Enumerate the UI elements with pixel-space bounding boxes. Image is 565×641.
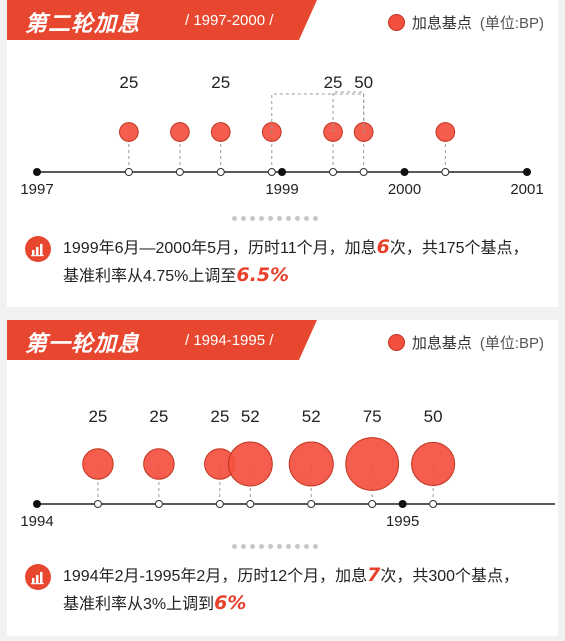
title-band-shape — [7, 320, 317, 360]
year-tick-label: 1994 — [20, 513, 53, 530]
year-tick-dot — [523, 168, 531, 176]
rate-hike-panel-1994-1995: 第一轮加息 / 1994-1995 / 加息基点 (单位:BP) 1994 199… — [7, 320, 558, 636]
year-tick-label: 1995 — [386, 513, 419, 530]
rate-hike-bubble — [119, 122, 139, 142]
hike-count: 6 — [376, 236, 390, 258]
bubble-value-label: 25 — [149, 407, 168, 426]
panel-title: 第一轮加息 — [25, 332, 141, 357]
event-marker — [215, 500, 224, 508]
panel-title-band: 第二轮加息 / 1997-2000 / — [7, 0, 327, 40]
legend-label: 加息基点 — [411, 15, 472, 32]
legend-unit: (单位:BP) — [479, 15, 544, 32]
bubble-value-label: 50 — [424, 407, 443, 426]
panel-title: 第二轮加息 — [25, 12, 141, 37]
summary-line-1: 1994年2月-1995年2月，历时12个月，加息7次，共300个基点， — [63, 562, 519, 586]
legend: 加息基点 (单位:BP) — [387, 332, 544, 353]
summary-text: 基准利率从3%上调到 — [63, 596, 215, 613]
year-tick-dot — [33, 168, 41, 176]
final-rate: 6.5% — [236, 264, 290, 286]
year-tick-dot — [398, 500, 407, 508]
summary-line-2: 基准利率从4.75%上调至6.5% — [63, 262, 289, 286]
timeline-chart-1994-1995: 1994 1995 25 25 25 52 52 75 50 — [20, 407, 555, 530]
summary-text: 1994年2月-1995年2月，历时12个月，加息 — [63, 568, 368, 585]
rate-hike-bubble — [210, 122, 231, 142]
bubble-value-label: 52 — [241, 407, 260, 426]
year-tick-label: 1999 — [265, 181, 298, 198]
legend-label: 加息基点 — [411, 335, 472, 352]
rate-hike-bubble — [345, 437, 400, 491]
event-marker — [429, 500, 438, 508]
rate-hike-bubble — [170, 122, 190, 142]
bubble-value-label: 52 — [302, 407, 321, 426]
panel-subtitle: / 1997-2000 / — [185, 12, 274, 29]
final-rate: 6% — [214, 592, 247, 614]
event-marker — [359, 168, 368, 176]
event-marker — [93, 500, 102, 508]
summary-text: 基准利率从4.75%上调至 — [63, 268, 237, 285]
dotted-separator — [232, 544, 322, 549]
event-marker — [441, 168, 450, 176]
rate-hike-bubble — [143, 448, 175, 480]
bubble-value-label: 25 — [210, 407, 229, 426]
event-marker — [307, 500, 316, 508]
legend-unit: (单位:BP) — [479, 335, 544, 352]
year-tick-dot — [400, 168, 409, 176]
legend: 加息基点 (单位:BP) — [387, 12, 544, 33]
panel-title-band: 第一轮加息 / 1994-1995 / — [7, 320, 327, 360]
summary-line-1: 1999年6月—2000年5月，历时11个月，加息6次，共175个基点， — [63, 234, 529, 258]
event-marker — [124, 168, 133, 176]
year-tick-label: 2001 — [510, 181, 543, 198]
rate-hike-panel-1997-2000: 第二轮加息 / 1997-2000 / 加息基点 (单位:BP) 1997 199… — [7, 0, 558, 307]
rate-hike-bubble — [227, 441, 273, 487]
rate-hike-bubble — [288, 441, 334, 487]
year-tick-dot — [278, 168, 286, 176]
summary-text: 1999年6月—2000年5月，历时11个月，加息 — [63, 240, 377, 257]
event-marker — [329, 168, 338, 176]
legend-bubble-icon — [387, 14, 405, 31]
bubble-value-label: 75 — [363, 407, 382, 426]
year-tick-dot — [33, 500, 41, 508]
hike-count: 7 — [367, 564, 381, 586]
year-tick-label: 2000 — [388, 181, 421, 198]
rate-hike-bubble — [411, 441, 456, 487]
bubble-value-label: 25 — [324, 73, 343, 92]
title-band-shape — [7, 0, 317, 40]
panel-subtitle: / 1994-1995 / — [185, 332, 274, 349]
event-marker — [267, 168, 276, 176]
dotted-separator — [232, 216, 322, 221]
rate-hike-bubble — [82, 448, 114, 480]
event-marker — [154, 500, 163, 508]
event-marker — [175, 168, 184, 176]
bar-chart-icon — [25, 564, 51, 590]
summary-text: 次，共300个基点， — [380, 568, 520, 585]
event-marker — [216, 168, 225, 176]
event-marker — [368, 500, 377, 508]
event-marker — [246, 500, 255, 508]
legend-bubble-icon — [387, 334, 405, 351]
group-bracket — [332, 91, 365, 132]
rate-hike-bubble — [435, 122, 456, 142]
summary-text: 次，共175个基点， — [389, 240, 529, 257]
timeline-chart-1997-2000: 1997 1999 2000 2001 25 25 25 50 — [20, 73, 543, 198]
bar-chart-icon — [25, 236, 51, 262]
bubble-value-label: 25 — [88, 407, 107, 426]
bubble-value-label: 25 — [119, 73, 138, 92]
bubble-value-label: 50 — [354, 73, 373, 92]
group-bracket — [271, 93, 365, 134]
bubble-value-label: 25 — [211, 73, 230, 92]
year-tick-label: 1997 — [20, 181, 53, 198]
summary-line-2: 基准利率从3%上调到6% — [63, 590, 246, 614]
